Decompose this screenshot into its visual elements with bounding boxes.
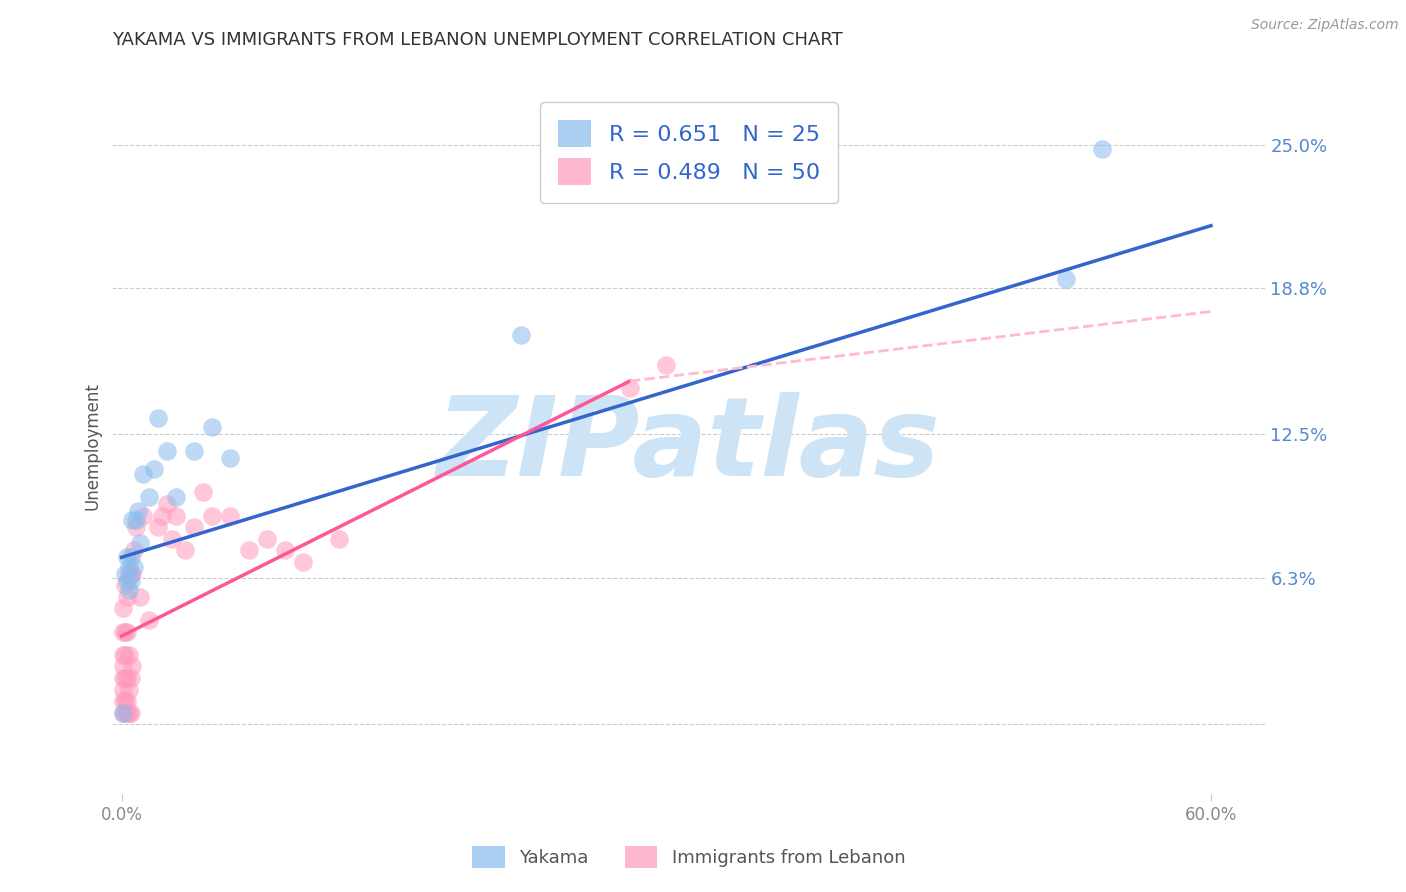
Point [125,513,148,527]
Point [112,659,135,673]
Point [128,536,150,550]
Point [115,706,138,720]
Point [122,559,145,574]
Point [183,443,205,458]
Point [132,508,155,523]
Legend: Yakama, Immigrants from Lebanon: Yakama, Immigrants from Lebanon [465,838,912,875]
Point [150,508,173,523]
Point [201,420,224,434]
Point [120,706,142,720]
Point [328,532,350,546]
Point [115,624,138,639]
Point [125,520,148,534]
Point [120,566,142,581]
Point [114,578,136,592]
Point [138,490,160,504]
Point [114,648,136,662]
Point [165,490,187,504]
Point [118,566,141,581]
Point [1091,142,1114,156]
Point [118,682,141,697]
Point [112,682,135,697]
Point [292,555,315,569]
Point [120,671,142,685]
Point [121,659,143,673]
Point [238,543,260,558]
Point [121,513,143,527]
Point [121,566,143,581]
Point [146,520,169,534]
Y-axis label: Unemployment: Unemployment [83,382,101,510]
Point [120,574,142,588]
Point [118,559,141,574]
Point [193,485,215,500]
Text: YAKAMA VS IMMIGRANTS FROM LEBANON UNEMPLOYMENT CORRELATION CHART: YAKAMA VS IMMIGRANTS FROM LEBANON UNEMPL… [112,31,844,49]
Point [112,706,135,720]
Point [112,624,135,639]
Point [112,706,135,720]
Point [201,508,224,523]
Point [112,694,135,708]
Point [146,411,169,425]
Point [118,648,141,662]
Point [118,706,141,720]
Point [115,694,138,708]
Point [127,504,149,518]
Text: Source: ZipAtlas.com: Source: ZipAtlas.com [1251,18,1399,32]
Point [138,613,160,627]
Point [114,671,136,685]
Point [174,543,197,558]
Point [114,624,136,639]
Point [183,520,205,534]
Point [128,590,150,604]
Point [132,467,155,481]
Point [219,508,242,523]
Point [115,590,138,604]
Point [219,450,242,465]
Point [115,671,138,685]
Point [112,648,135,662]
Point [112,601,135,615]
Point [114,694,136,708]
Point [156,443,179,458]
Point [162,532,184,546]
Point [115,550,138,565]
Point [114,566,136,581]
Point [114,706,136,720]
Point [122,543,145,558]
Point [256,532,278,546]
Point [619,381,641,395]
Point [1054,272,1077,286]
Point [655,358,678,372]
Point [118,582,141,597]
Text: ZIPatlas: ZIPatlas [437,392,941,500]
Point [165,508,187,523]
Point [115,574,138,588]
Point [156,497,179,511]
Point [510,327,533,342]
Point [274,543,297,558]
Point [112,671,135,685]
Point [120,550,142,565]
Point [143,462,166,476]
